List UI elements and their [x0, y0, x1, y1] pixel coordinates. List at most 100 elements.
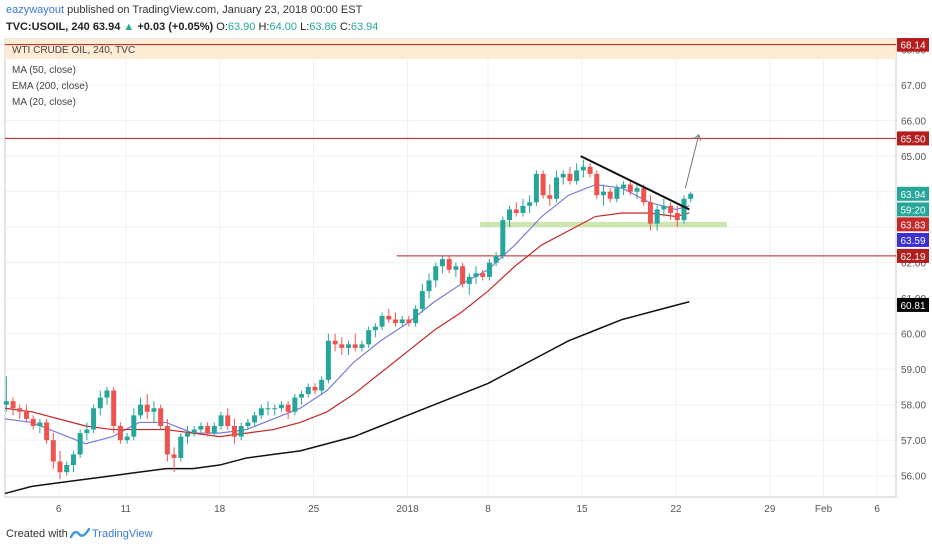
candle-body: [560, 173, 566, 178]
candle-body: [372, 326, 378, 331]
y-tick-label: 67.00: [901, 81, 926, 92]
candle-body: [23, 411, 29, 419]
y-tick-label: 66.00: [901, 117, 926, 128]
candle-body: [681, 198, 687, 221]
target-arrow: [684, 134, 700, 189]
candle-body: [533, 173, 539, 203]
candle-body: [144, 404, 150, 412]
price-label-text: 62.19: [900, 252, 925, 263]
y-tick-label: 57.00: [901, 436, 926, 447]
candle-body: [3, 401, 9, 405]
candle-body: [426, 280, 432, 292]
candle-body: [614, 188, 620, 199]
candle-body: [439, 259, 445, 267]
candle-body: [70, 454, 76, 466]
candle-body: [124, 436, 130, 441]
candle-body: [104, 390, 110, 398]
candle-body: [554, 177, 560, 199]
candle-body: [352, 344, 358, 348]
candle-body: [305, 386, 311, 395]
candle-body: [30, 418, 36, 426]
candle-body: [386, 315, 392, 320]
candle-body: [399, 319, 405, 324]
candle-body: [379, 315, 385, 327]
candle-body: [57, 461, 63, 473]
candle-body: [460, 266, 466, 284]
legend-item-ema200[interactable]: EMA (200, close): [12, 81, 88, 92]
candle-body: [84, 429, 90, 434]
price-chart[interactable]: WTI CRUDE OIL, 240, TVC MA (50, close) E…: [0, 38, 932, 519]
candle-body: [507, 209, 513, 221]
candle-body: [654, 209, 660, 224]
x-tick-label: 8: [485, 504, 491, 515]
candle-body: [117, 425, 123, 441]
time-axis[interactable]: 6 11 18 25 2018 8 15 22 29 Feb 6: [56, 504, 881, 515]
candle-body: [634, 188, 640, 192]
price-label-text: 65.50: [900, 134, 925, 145]
legend-item-ma20[interactable]: MA (20, close): [12, 97, 76, 108]
x-tick-label: 11: [121, 504, 132, 515]
indicator-line: [4, 212, 690, 438]
candle-body: [574, 170, 580, 182]
publish-info: published on TradingView.com, January 23…: [67, 4, 363, 16]
candle-body: [647, 202, 653, 224]
indicators: [4, 183, 690, 495]
candle-body: [17, 408, 23, 412]
candle-body: [50, 440, 56, 462]
candle-body: [218, 415, 224, 426]
candle-body: [641, 188, 647, 203]
candle-body: [547, 195, 553, 199]
candle-body: [285, 404, 291, 412]
candle-body: [319, 379, 325, 391]
price-label-text: 63.83: [900, 220, 925, 231]
candle-body: [292, 397, 298, 412]
x-tick-label: 15: [576, 504, 588, 515]
high-label: H:: [258, 21, 270, 33]
quote-line: TVC:USOIL, 240 63.94 ▲ +0.03 (+0.05%) O:…: [6, 21, 378, 33]
price-label-box: [897, 38, 929, 52]
price-label-box: [897, 202, 929, 217]
last-price: 63.94: [92, 21, 121, 33]
author-link[interactable]: eazywayout: [6, 4, 65, 16]
tradingview-logo-icon[interactable]: [70, 526, 90, 540]
price-label-text: 59:20: [900, 205, 925, 216]
legend-title: WTI CRUDE OIL, 240, TVC: [12, 45, 135, 56]
candle-body: [419, 291, 425, 309]
candle-body: [668, 205, 674, 213]
candle-body: [366, 330, 372, 345]
candle-body: [674, 212, 680, 221]
price-axis[interactable]: 56.0057.0058.0059.0060.0061.0062.0063.00…: [901, 46, 926, 483]
candle-body: [151, 408, 157, 412]
change-value: +0.03 (+0.05%): [137, 21, 214, 33]
candle-body: [205, 425, 211, 434]
publish-line: eazywayout published on TradingView.com,…: [6, 4, 362, 16]
candle-body: [97, 397, 103, 409]
high-value: 64.00: [269, 21, 298, 33]
drawings: [580, 134, 702, 211]
x-tick-label: 18: [214, 504, 226, 515]
candle-body: [211, 425, 217, 434]
candle-body: [413, 308, 419, 324]
candle-body: [493, 255, 499, 263]
candle-body: [91, 408, 97, 430]
legend-item-ma50[interactable]: MA (50, close): [12, 65, 76, 76]
price-label-text: 60.81: [900, 301, 925, 312]
candle-body: [453, 266, 459, 270]
tradingview-brand[interactable]: TradingView: [92, 528, 153, 540]
candle-body: [111, 390, 117, 426]
candle-body: [567, 173, 573, 182]
candle-body: [527, 202, 533, 206]
candle-body: [600, 191, 606, 196]
candle-body: [44, 422, 50, 441]
chart-header: eazywayout published on TradingView.com,…: [0, 0, 932, 38]
x-tick-label: 22: [670, 504, 682, 515]
footer: Created with TradingView: [0, 519, 932, 550]
candle-body: [580, 166, 586, 171]
candle-body: [238, 425, 244, 437]
price-label-box: [897, 248, 929, 263]
open-label: O:: [216, 21, 228, 33]
candle-body: [131, 415, 137, 437]
candle-body: [198, 425, 204, 430]
symbol-label[interactable]: TVC:USOIL, 240: [6, 21, 90, 33]
low-label: L:: [300, 21, 310, 33]
